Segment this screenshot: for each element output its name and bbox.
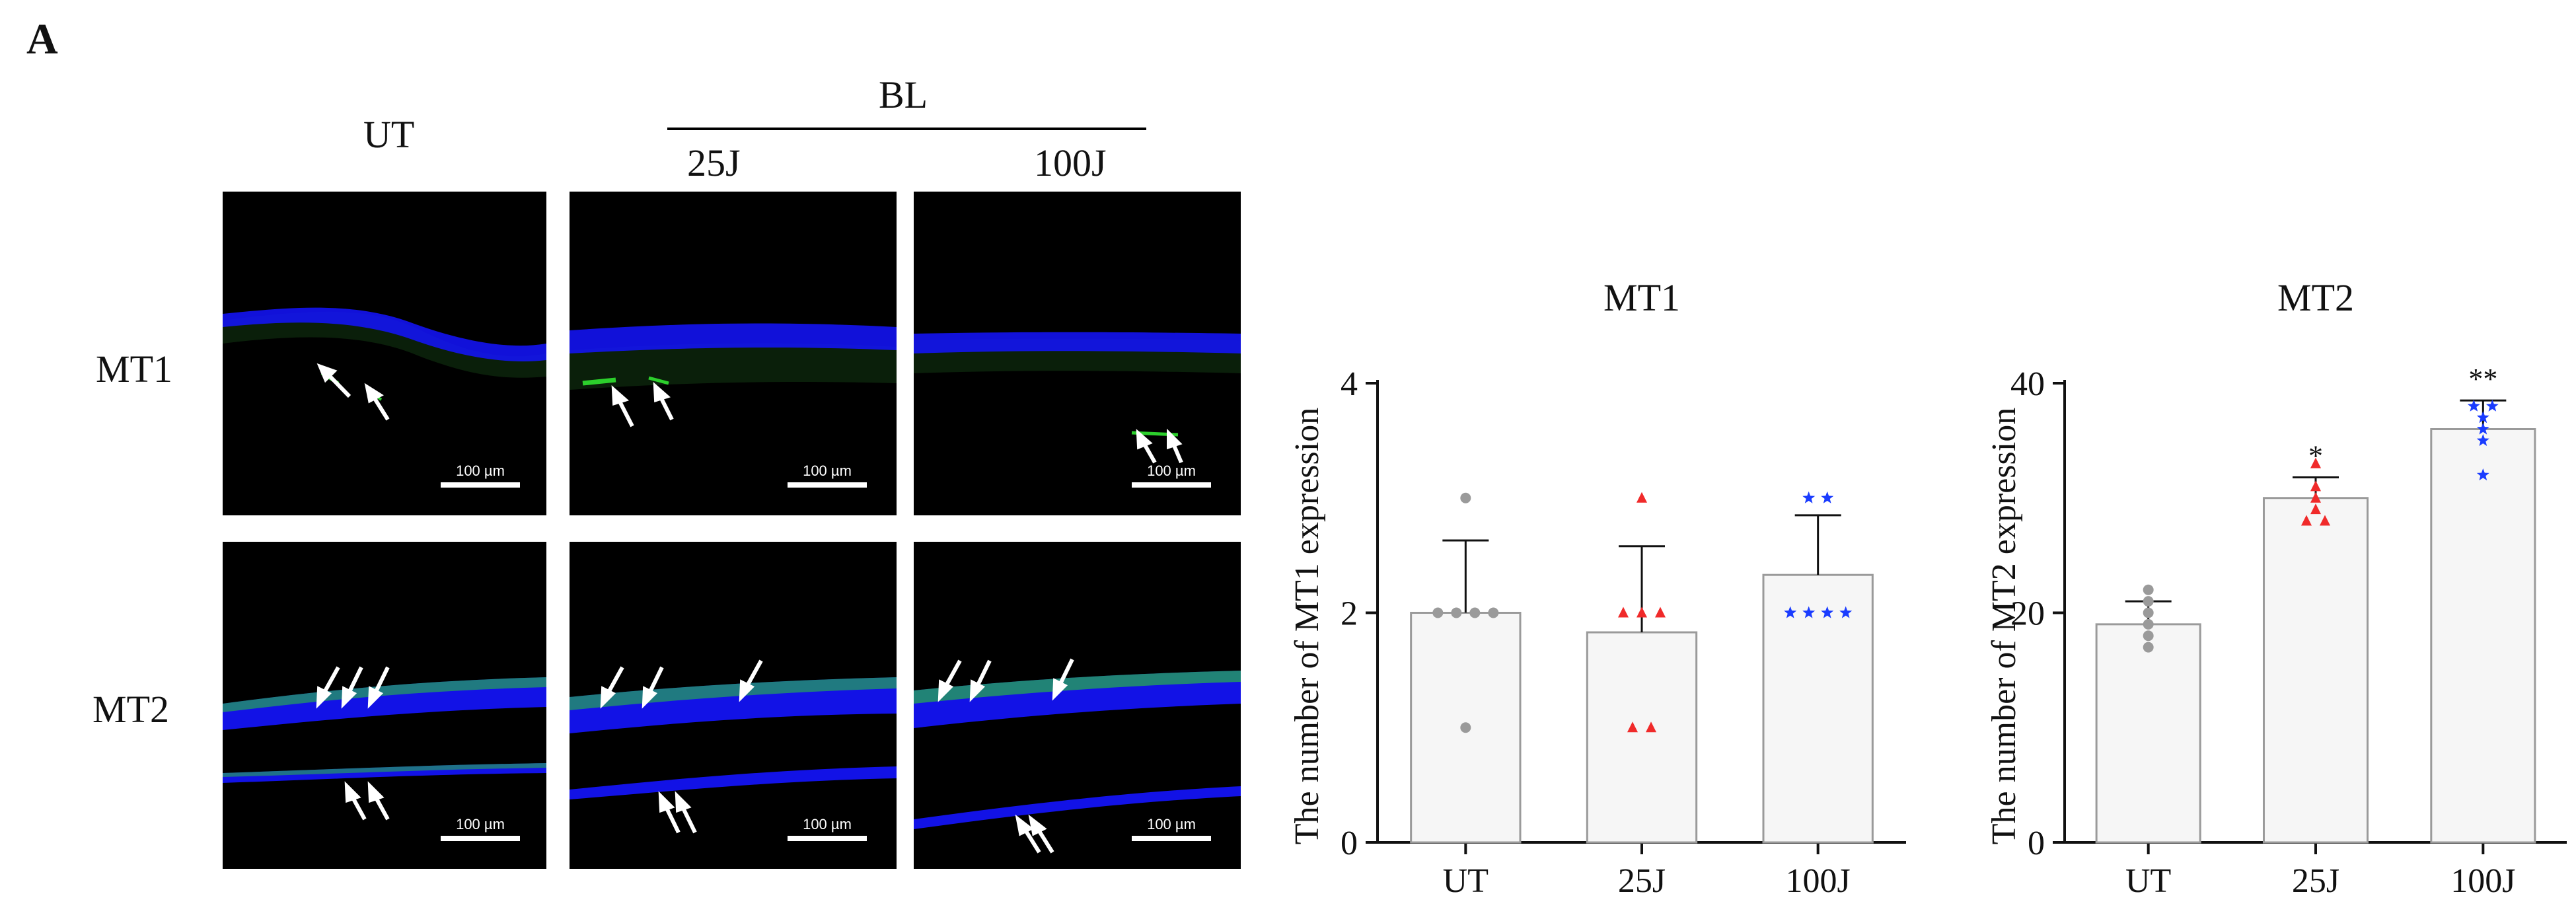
group-header-line [667,128,1146,130]
data-point [1821,491,1834,503]
x-tick-label: UT [2125,862,2171,900]
y-tick-label: 2 [1341,595,1358,633]
x-tick-label: 25J [1618,862,1666,900]
data-point [2476,422,2489,435]
bar-UT [2095,623,2201,844]
data-point [2320,515,2330,526]
x-tick-label: 25J [2292,862,2339,900]
data-point [2476,433,2489,446]
x-tick-label: 100J [2450,862,2515,900]
row-label-mt1: MT1 [96,348,172,390]
data-point [2143,618,2154,630]
data-point [1460,722,1471,733]
bar-25J [1586,631,1698,844]
y-tick-label: 0 [1341,825,1358,862]
chart-mt2: MT2 The number of MT2 expression 0 20 40 UT 25… [1985,276,2567,900]
column-header-ut: UT [363,113,415,156]
data-point [2476,411,2489,424]
y-axis-label: The number of MT2 expression [1985,408,2023,844]
data-point [1802,491,1816,503]
y-axis-label: The number of MT1 expression [1288,408,1326,844]
micrograph-mt2-100j: 100 µm [914,542,1241,869]
scale-bar-label: 100 µm [1147,816,1196,832]
data-point [1451,607,1462,618]
data-point [1637,492,1647,503]
data-point [1646,721,1656,733]
micrograph-mt2-ut: 100 µm [223,542,546,869]
data-point [2143,596,2154,607]
data-point [2143,584,2154,595]
column-header-100j: 100J [1034,141,1107,184]
data-point [1821,606,1834,618]
chart-title: MT2 [2277,276,2354,319]
bar-100J [1762,573,1874,844]
data-point [1784,606,1797,618]
data-point [2310,457,2321,468]
micrograph-mt1-25j: 100 µm [570,192,897,515]
data-point [2310,492,2321,503]
data-point [1469,607,1481,618]
scale-bar-label: 100 µm [1147,462,1196,479]
y-tick-label: 4 [1341,365,1358,403]
bar-25J [2262,497,2369,844]
data-point [1627,721,1638,733]
panel-letter: A [26,15,58,63]
group-header-bl: BL [879,73,928,116]
bar-100J [2430,428,2536,844]
chart-mt1: MT1 The number of MT1 expression 0 2 4 UT 25J 1… [1288,276,1906,900]
scale-bar-label: 100 µm [803,462,852,479]
scale-bar-label: 100 µm [803,816,852,832]
data-point [1488,607,1499,618]
data-point [2143,630,2154,642]
significance-marker: * [2308,439,2323,472]
y-tick-label: 0 [2028,825,2045,862]
y-tick-label: 40 [2010,365,2045,403]
scale-bar-label: 100 µm [456,816,505,832]
data-point [2485,399,2499,412]
y-tick-label: 20 [2010,595,2045,633]
micrograph-mt2-25j: 100 µm [570,542,897,869]
data-point [2467,399,2480,412]
data-point [1618,607,1629,618]
data-point [1655,607,1666,618]
data-point [2143,607,2154,618]
data-point [2143,642,2154,653]
data-point [2310,503,2321,515]
data-point [2310,480,2321,492]
micrograph-mt1-ut: 100 µm [223,192,546,515]
data-point [1637,607,1647,618]
column-header-25j: 25J [687,141,741,184]
scale-bar-label: 100 µm [456,462,505,479]
data-point [1432,607,1444,618]
data-point [2301,515,2312,526]
significance-marker: ** [2468,363,2497,395]
chart-title: MT1 [1603,276,1680,319]
data-point [2476,468,2489,481]
data-point [1460,492,1471,503]
data-point [1839,606,1853,618]
x-tick-label: 100J [1786,862,1851,900]
row-label-mt2: MT2 [92,688,169,731]
micrograph-mt1-100j: 100 µm [914,192,1241,515]
x-tick-label: UT [1443,862,1489,900]
data-point [1802,606,1816,618]
